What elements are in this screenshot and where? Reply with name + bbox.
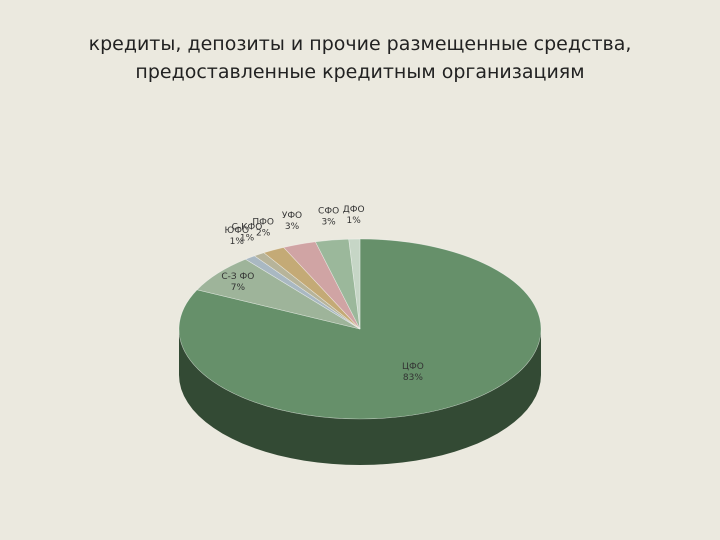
data-label-category-цфо: ЦФО [402,362,424,372]
data-label-category-с-з-фо: С-З ФО [221,272,254,282]
data-label-value-юфо: 1% [230,237,245,247]
data-label-value-пфо: 2% [256,228,271,238]
data-label-category-юфо: ЮФО [225,226,250,236]
pie-slice-дфо [348,238,361,330]
chart-title: кредиты, депозиты и прочие размещенные с… [0,30,720,86]
data-label-category-пфо: ПФО [252,217,274,227]
data-label-value-дфо: 1% [347,216,362,226]
data-label-category-сфо: СФО [318,206,339,216]
data-label-value-уфо: 3% [285,222,300,232]
data-label-value-цфо: 83% [403,373,423,383]
data-label-category-с-кфо: С-КФО [232,222,263,232]
chart-title-line-1: кредиты, депозиты и прочие размещенные с… [88,33,632,55]
data-label-category-уфо: УФО [282,211,302,221]
data-label-value-с-кфо: 1% [240,233,255,243]
data-label-value-с-з-фо: 7% [231,283,246,293]
data-label-category-дфо: ДФО [343,205,365,215]
data-label-value-сфо: 3% [321,217,336,227]
chart-title-line-2: предоставленные кредитным организациям [135,61,585,83]
pie-side-цфо [179,329,541,465]
